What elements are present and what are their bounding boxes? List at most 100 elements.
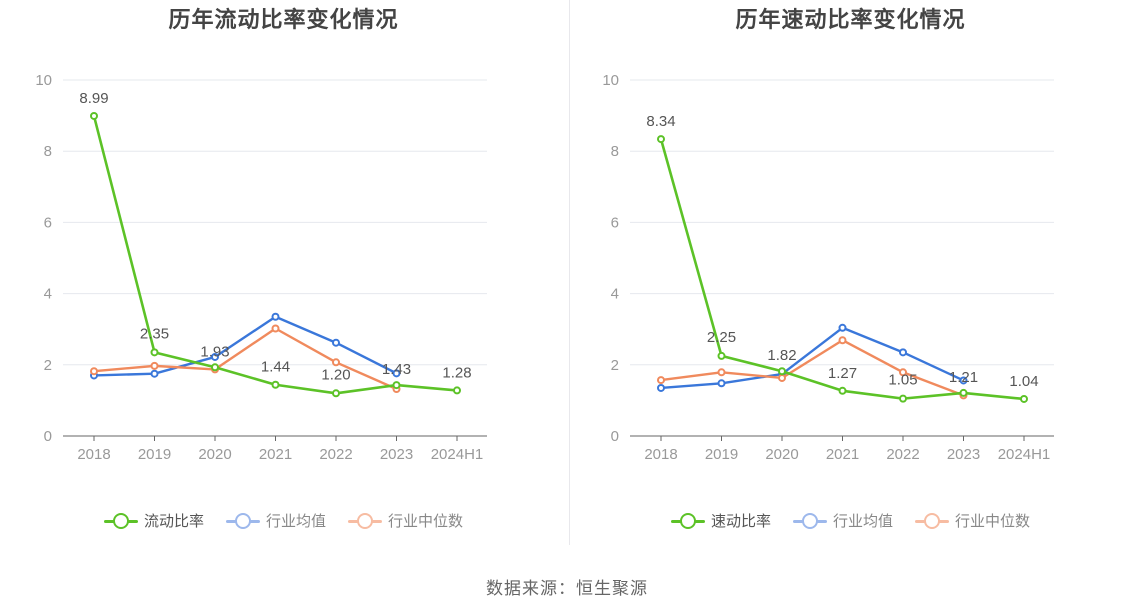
y-tick-label: 4 [611,286,619,303]
x-tick-label: 2020 [198,446,231,463]
y-tick-label: 6 [44,214,52,231]
data-point-industry_median [778,373,786,382]
series-line-industry_avg [660,326,965,390]
data-label: 1.44 [261,359,290,376]
data-point-company [899,394,907,403]
legend-item-industry-median[interactable]: 行业中位数 [915,510,1030,531]
data-label: 2.35 [140,325,169,342]
data-point-company [717,351,726,360]
x-tick-label: 2018 [77,446,110,463]
y-tick-label: 10 [602,72,619,89]
data-point-industry_median [271,324,280,333]
data-label: 1.93 [200,343,229,360]
data-point-industry_median [657,376,665,385]
data-label: 1.28 [442,364,471,381]
data-label: 1.20 [321,366,350,383]
y-tick-label: 2 [44,357,52,374]
line-chart-current-ratio: 0 2 4 6 8 10 2018 2019 2020 2021 2022 2023 2024H1 8.9… [35,72,487,463]
y-tick-label: 2 [611,357,619,374]
y-tick-label: 8 [44,143,52,160]
y-tick-label: 6 [611,214,619,231]
x-tick-label: 2024H1 [431,446,484,463]
x-tick-label: 2024H1 [998,446,1051,463]
data-point-industry_median [717,368,726,377]
data-point-industry_median [150,361,159,370]
legend-item-industry-avg[interactable]: 行业均值 [792,510,893,531]
legend-label: 行业中位数 [955,513,1031,530]
chart-panel-current-ratio: 历年流动比率变化情况 0 2 4 6 8 10 2018 2019 2020 2021 2022 20… [0,0,567,560]
data-point-industry_avg [211,352,219,361]
data-point-company [657,135,665,144]
legend-line-marker-icon [915,512,949,529]
data-label: 8.99 [79,90,108,107]
data-label: 1.04 [1009,373,1038,390]
data-point-company [211,363,219,372]
data-point-industry_avg [392,369,401,378]
data-point-company [90,111,98,120]
legend-label: 行业均值 [265,513,326,530]
x-tick-label: 2019 [138,446,171,463]
data-label: 1.82 [767,347,796,364]
chart-panel-quick-ratio: 历年速动比率变化情况 0 2 4 6 8 10 2018 2019 2020 2021 2022 20… [567,0,1134,560]
line-chart-quick-ratio: 0 2 4 6 8 10 2018 2019 2020 2021 2022 2023 2024H1 8.3… [602,72,1054,463]
legend: 流动比率 行业均值 行业中位数 [0,510,567,531]
y-tick-label: 8 [611,143,619,160]
data-label: 1.21 [949,369,978,386]
data-point-industry_avg [332,338,340,347]
data-point-company [150,348,159,357]
legend-item-industry-avg[interactable]: 行业均值 [225,510,326,531]
data-label: 1.27 [828,365,857,382]
legend-item-company[interactable]: 速动比率 [670,510,771,531]
data-point-company [392,381,401,390]
x-tick-label: 2021 [826,446,859,463]
data-point-company [271,380,280,389]
data-point-company [838,386,847,395]
legend-label: 速动比率 [710,513,771,530]
legend-item-company[interactable]: 流动比率 [103,510,204,531]
data-label: 8.34 [646,113,675,130]
x-tick-label: 2023 [380,446,413,463]
data-point-industry_median [90,367,98,376]
x-tick-label: 2022 [319,446,352,463]
data-point-industry_median [838,336,847,345]
data-label: 1.05 [888,372,917,389]
legend-label: 流动比率 [143,513,204,530]
data-point-company [332,389,340,398]
data-point-industry_avg [899,348,907,357]
data-point-company [959,388,968,397]
chart-title: 历年速动比率变化情况 [735,7,966,32]
panel-divider [569,0,570,545]
data-point-industry_median [899,368,907,377]
data-point-industry_avg [959,376,968,385]
data-label: 1.43 [382,361,411,378]
legend: 速动比率 行业均值 行业中位数 [567,510,1134,531]
data-point-industry_avg [717,379,726,388]
data-point-company [778,367,786,376]
data-point-industry_avg [271,312,280,321]
x-tick-label: 2023 [947,446,980,463]
data-point-industry_avg [838,323,847,332]
data-point-industry_median [332,358,340,367]
legend-line-marker-icon [103,512,138,529]
series-line-industry_avg [93,315,398,377]
legend-item-industry-median[interactable]: 行业中位数 [348,510,463,531]
x-tick-label: 2021 [259,446,292,463]
data-point-company [1020,394,1028,403]
data-label: 2.25 [707,329,736,346]
series-line-industry_median [660,339,964,397]
legend-label: 行业均值 [832,513,893,530]
legend-line-marker-icon [225,512,260,529]
legend-line-marker-icon [792,512,827,529]
y-tick-label: 10 [35,72,52,89]
data-point-industry_avg [657,383,665,392]
series-line-industry_median [93,327,397,391]
data-point-company [453,386,461,395]
x-tick-label: 2022 [886,446,919,463]
y-tick-label: 4 [44,286,52,303]
series-line-company [92,115,458,395]
x-tick-label: 2018 [644,446,677,463]
x-tick-label: 2020 [765,446,798,463]
legend-label: 行业中位数 [388,513,464,530]
series-line-company [659,138,1025,401]
y-tick-label: 0 [611,428,619,445]
